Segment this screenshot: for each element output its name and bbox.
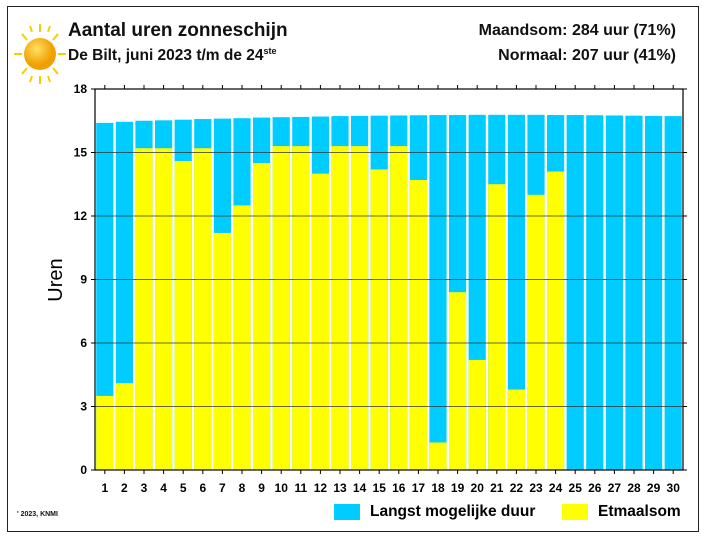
- x-tick-label: 30: [667, 481, 681, 495]
- x-tick-label: 15: [373, 481, 387, 495]
- legend-swatch-actual: [562, 504, 588, 520]
- x-tick-label: 9: [258, 481, 265, 495]
- x-tick-label: 26: [588, 481, 602, 495]
- bar-actual: [547, 171, 565, 471]
- bar-actual: [527, 194, 545, 471]
- bar-actual: [253, 163, 271, 471]
- chart-title: Aantal uren zonneschijn: [68, 20, 288, 41]
- bar-max: [507, 114, 525, 470]
- subtitle-text: De Bilt, juni 2023 t/m de 24: [68, 47, 264, 65]
- bar-actual: [370, 169, 388, 470]
- x-tick-label: 12: [314, 481, 328, 495]
- normal-sum: Normaal: 207 uur (41%): [498, 47, 676, 64]
- x-tick-label: 16: [392, 481, 406, 495]
- y-tick-label: 3: [80, 400, 87, 414]
- x-tick-label: 20: [471, 481, 485, 495]
- x-tick-label: 17: [412, 481, 426, 495]
- x-tick-label: 1: [101, 481, 108, 495]
- legend-label-max: Langst mogelijke duur: [370, 503, 536, 520]
- y-tick-label: 15: [74, 146, 88, 160]
- copyright: ' 2023, KNMI: [17, 511, 58, 518]
- x-tick-label: 25: [569, 481, 583, 495]
- x-tick-label: 18: [431, 481, 445, 495]
- x-tick-label: 22: [510, 481, 524, 495]
- x-tick-label: 14: [353, 481, 367, 495]
- x-tick-label: 11: [294, 481, 307, 495]
- y-tick-label: 9: [80, 273, 87, 287]
- bar-actual: [115, 383, 133, 470]
- x-tick-label: 24: [549, 481, 563, 495]
- bar-max: [429, 115, 447, 470]
- bar-actual: [507, 389, 525, 470]
- x-tick-label: 21: [490, 481, 504, 495]
- x-tick-label: 29: [647, 481, 661, 495]
- bar-actual: [468, 359, 486, 470]
- legend-item-actual: Etmaalsom: [562, 503, 681, 521]
- x-tick-label: 13: [333, 481, 347, 495]
- bar-max: [96, 122, 114, 470]
- bar-max: [586, 115, 604, 470]
- x-tick-label: 28: [627, 481, 641, 495]
- x-tick-label: 2: [121, 481, 128, 495]
- y-tick-label: 12: [74, 209, 88, 223]
- bar-actual: [272, 146, 290, 470]
- bar-max: [115, 121, 133, 470]
- bar-actual: [155, 148, 173, 470]
- bar-actual: [194, 148, 212, 470]
- bar-actual: [429, 442, 447, 470]
- sun-icon: [14, 24, 66, 84]
- bar-max: [664, 116, 682, 471]
- bar-actual: [292, 146, 310, 470]
- x-tick-label: 7: [219, 481, 226, 495]
- legend-swatch-max: [334, 504, 360, 520]
- x-tick-label: 19: [451, 481, 465, 495]
- x-tick-label: 6: [199, 481, 206, 495]
- x-tick-label: 3: [141, 481, 148, 495]
- plot-border: [94, 88, 684, 471]
- x-tick-label: 4: [160, 481, 167, 495]
- bar-max: [645, 115, 663, 471]
- month-sum: Maandsom: 284 uur (71%): [478, 22, 676, 39]
- chart-subtitle: De Bilt, juni 2023 t/m de 24ste: [68, 46, 277, 65]
- bar-actual: [233, 205, 251, 470]
- bar-actual: [213, 232, 231, 470]
- x-tick-label: 5: [180, 481, 187, 495]
- y-tick-label: 6: [80, 336, 87, 350]
- x-tick-label: 27: [608, 481, 622, 495]
- bar-max: [605, 115, 623, 470]
- x-tick-label: 8: [239, 481, 246, 495]
- subtitle-sup: ste: [263, 46, 277, 56]
- y-tick-label: 18: [74, 82, 88, 96]
- x-tick-label: 10: [275, 481, 289, 495]
- bar-actual: [390, 146, 408, 470]
- bar-max: [625, 115, 643, 471]
- legend-label-actual: Etmaalsom: [598, 503, 681, 520]
- bar-actual: [96, 395, 114, 470]
- bar-actual: [351, 146, 369, 470]
- bar-actual: [488, 184, 506, 470]
- bar-actual: [409, 180, 427, 470]
- bar-actual: [449, 292, 467, 470]
- y-tick-label: 0: [80, 463, 87, 477]
- bar-actual: [174, 160, 192, 470]
- bar-actual: [311, 173, 329, 470]
- y-axis-label: Uren: [45, 258, 67, 301]
- bar-actual: [135, 148, 153, 470]
- bar-actual: [331, 146, 349, 470]
- x-tick-label: 23: [529, 481, 543, 495]
- bar-max: [566, 115, 584, 470]
- chart-frame: [7, 6, 699, 532]
- legend-item-max: Langst mogelijke duur: [334, 503, 535, 521]
